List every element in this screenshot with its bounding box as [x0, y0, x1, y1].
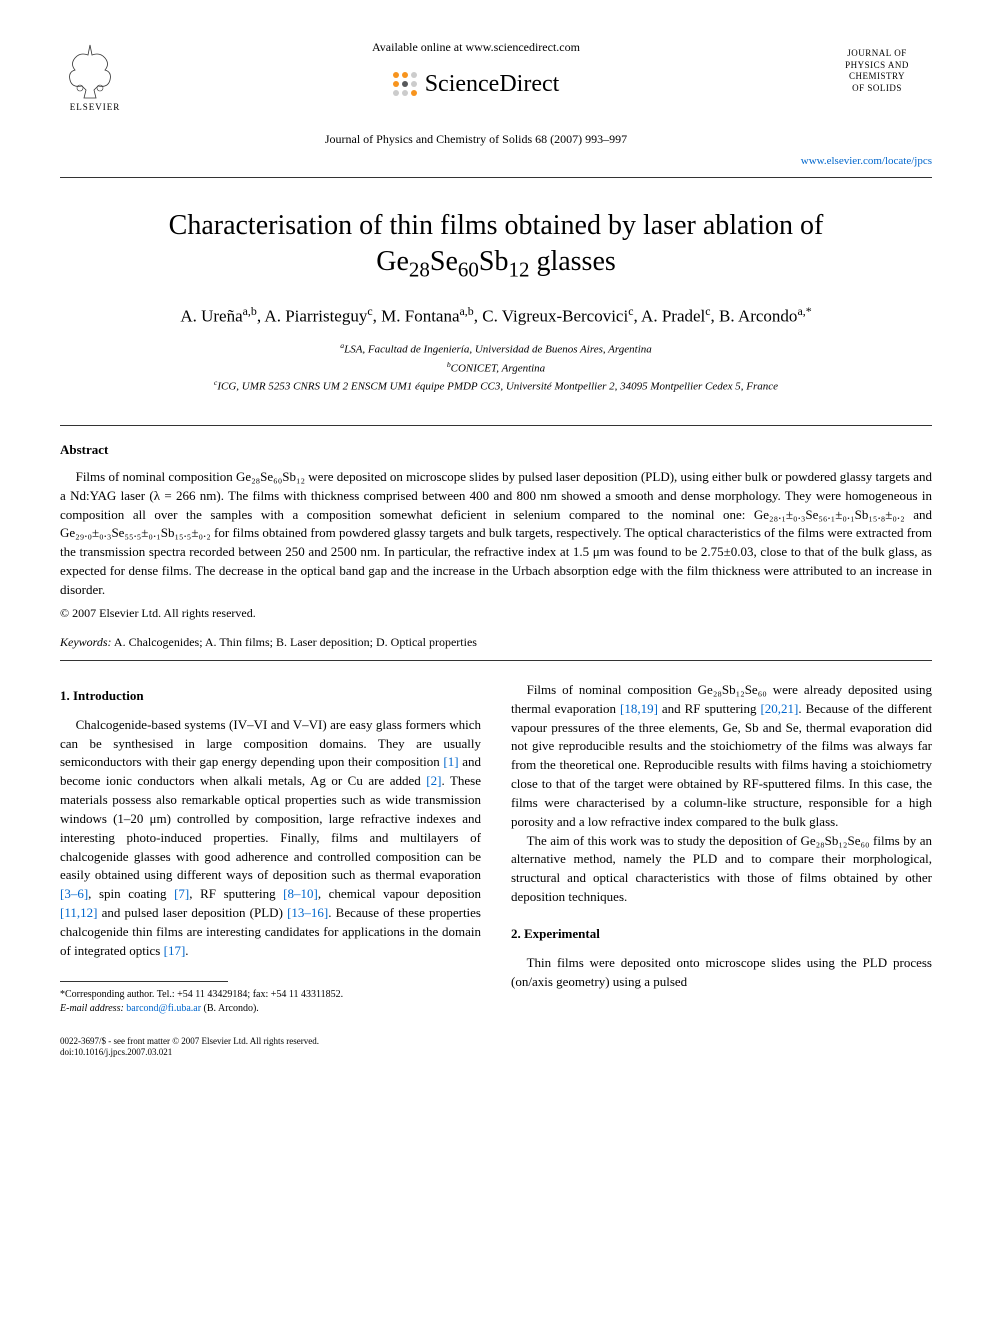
title-text: Se: [430, 246, 458, 277]
sd-dot: [411, 72, 417, 78]
footnote-line: E-mail address: barcond@fi.uba.ar (B. Ar…: [60, 1002, 481, 1016]
journal-name-box: JOURNAL OF PHYSICS AND CHEMISTRY OF SOLI…: [822, 40, 932, 95]
title-text: Characterisation of thin films obtained …: [169, 210, 824, 241]
body-text: , spin coating: [88, 886, 174, 901]
citation-link[interactable]: [7]: [174, 886, 189, 901]
sciencedirect-text: ScienceDirect: [425, 71, 560, 98]
author-affil-sup: a,*: [797, 304, 811, 318]
body-text: Chalcogenide-based systems (IV–VI and V–…: [60, 717, 481, 770]
footer-info: 0022-3697/$ - see front matter © 2007 El…: [60, 1036, 932, 1059]
citation-link[interactable]: [17]: [164, 943, 186, 958]
sd-dot: [411, 90, 417, 96]
footer-doi: doi:10.1016/j.jpcs.2007.03.021: [60, 1047, 932, 1059]
email-link[interactable]: barcond@fi.uba.ar: [126, 1003, 201, 1014]
elsevier-logo: ELSEVIER: [60, 40, 130, 112]
title-text: Sb: [479, 246, 509, 277]
citation-link[interactable]: [18,19]: [620, 701, 658, 716]
abstract-top-divider: [60, 425, 932, 426]
copyright-text: © 2007 Elsevier Ltd. All rights reserved…: [60, 606, 932, 621]
keywords: Keywords: A. Chalcogenides; A. Thin film…: [60, 635, 932, 650]
author-name: , M. Fontana: [373, 306, 460, 325]
right-column: Films of nominal composition Ge₂₈Sb₁₂Se₆…: [511, 681, 932, 1016]
intro-heading: 1. Introduction: [60, 687, 481, 706]
affiliation-text: CONICET, Argentina: [451, 362, 546, 374]
elsevier-name: ELSEVIER: [60, 102, 130, 112]
footnote-separator: [60, 981, 228, 982]
sciencedirect-dots-icon: [393, 72, 417, 96]
journal-name-line: OF SOLIDS: [822, 83, 932, 95]
keywords-label: Keywords:: [60, 635, 112, 649]
body-text: and pulsed laser deposition (PLD): [97, 905, 287, 920]
abstract-text: Films of nominal composition Ge₂₈Se₆₀Sb₁…: [60, 468, 932, 600]
corresponding-author-footnote: *Corresponding author. Tel.: +54 11 4342…: [60, 988, 481, 1016]
body-text: .: [185, 943, 188, 958]
author-name: , A. Pradel: [633, 306, 705, 325]
footnote-label: E-mail address:: [60, 1003, 126, 1014]
header-divider: [60, 177, 932, 178]
title-sub: 28: [409, 257, 430, 281]
author-name: , B. Arcondo: [711, 306, 798, 325]
center-header: Available online at www.sciencedirect.co…: [130, 40, 822, 147]
citation-link[interactable]: [8–10]: [283, 886, 318, 901]
citation-link[interactable]: [20,21]: [760, 701, 798, 716]
header-row: ELSEVIER Available online at www.science…: [60, 40, 932, 147]
citation-link[interactable]: [11,12]: [60, 905, 97, 920]
affiliations: aLSA, Facultad de Ingeniería, Universida…: [60, 340, 932, 394]
body-text: . These materials possess also remarkabl…: [60, 773, 481, 882]
citation-link[interactable]: [13–16]: [287, 905, 328, 920]
author-affil-sup: a,b: [243, 304, 257, 318]
available-online-text: Available online at www.sciencedirect.co…: [130, 40, 822, 55]
affiliation-text: LSA, Facultad de Ingeniería, Universidad…: [344, 344, 652, 356]
body-paragraph: The aim of this work was to study the de…: [511, 832, 932, 907]
body-text: , RF sputtering: [189, 886, 283, 901]
footer-line: 0022-3697/$ - see front matter © 2007 El…: [60, 1036, 932, 1048]
authors-list: A. Ureñaa,b, A. Piarristeguyc, M. Fontan…: [60, 304, 932, 327]
abstract-body: Films of nominal composition Ge₂₈Se₆₀Sb₁…: [60, 469, 932, 597]
sd-dot: [411, 81, 417, 87]
title-text: glasses: [529, 246, 615, 277]
left-column: 1. Introduction Chalcogenide-based syste…: [60, 681, 481, 1016]
journal-name-line: PHYSICS AND CHEMISTRY: [822, 60, 932, 83]
affiliation-text: ICG, UMR 5253 CNRS UM 2 ENSCM UM1 équipe…: [217, 380, 778, 392]
intro-paragraph: Chalcogenide-based systems (IV–VI and V–…: [60, 716, 481, 961]
abstract-heading: Abstract: [60, 442, 932, 458]
keywords-text: A. Chalcogenides; A. Thin films; B. Lase…: [112, 635, 477, 649]
author-name: , C. Vigreux-Bercovici: [474, 306, 628, 325]
author-affil-sup: a,b: [460, 304, 474, 318]
elsevier-tree-icon: [60, 40, 120, 100]
article-title: Characterisation of thin films obtained …: [60, 208, 932, 284]
title-text: Ge: [376, 246, 409, 277]
sciencedirect-logo: ScienceDirect: [393, 71, 560, 98]
author-name: , A. Piarristeguy: [257, 306, 368, 325]
journal-name-line: JOURNAL OF: [822, 48, 932, 60]
body-columns: 1. Introduction Chalcogenide-based syste…: [60, 681, 932, 1016]
sd-dot: [402, 81, 408, 87]
body-text: . Because of the different vapour pressu…: [511, 701, 932, 829]
footnote-text: (B. Arcondo).: [201, 1003, 259, 1014]
sd-dot: [393, 90, 399, 96]
abstract-bottom-divider: [60, 660, 932, 661]
sd-dot: [402, 72, 408, 78]
title-sub: 12: [508, 257, 529, 281]
body-paragraph: Films of nominal composition Ge₂₈Sb₁₂Se₆…: [511, 681, 932, 832]
body-text: , chemical vapour deposition: [318, 886, 481, 901]
sd-dot: [393, 81, 399, 87]
sd-dot: [393, 72, 399, 78]
journal-url-link[interactable]: www.elsevier.com/locate/jpcs: [60, 155, 932, 167]
author-name: A. Ureña: [180, 306, 242, 325]
body-paragraph: Thin films were deposited onto microscop…: [511, 954, 932, 992]
citation-link[interactable]: [3–6]: [60, 886, 88, 901]
body-text: and RF sputtering: [658, 701, 761, 716]
title-sub: 60: [458, 257, 479, 281]
journal-reference: Journal of Physics and Chemistry of Soli…: [130, 132, 822, 147]
footnote-line: *Corresponding author. Tel.: +54 11 4342…: [60, 988, 481, 1002]
citation-link[interactable]: [2]: [426, 773, 441, 788]
experimental-heading: 2. Experimental: [511, 925, 932, 944]
sd-dot: [402, 90, 408, 96]
citation-link[interactable]: [1]: [443, 754, 458, 769]
